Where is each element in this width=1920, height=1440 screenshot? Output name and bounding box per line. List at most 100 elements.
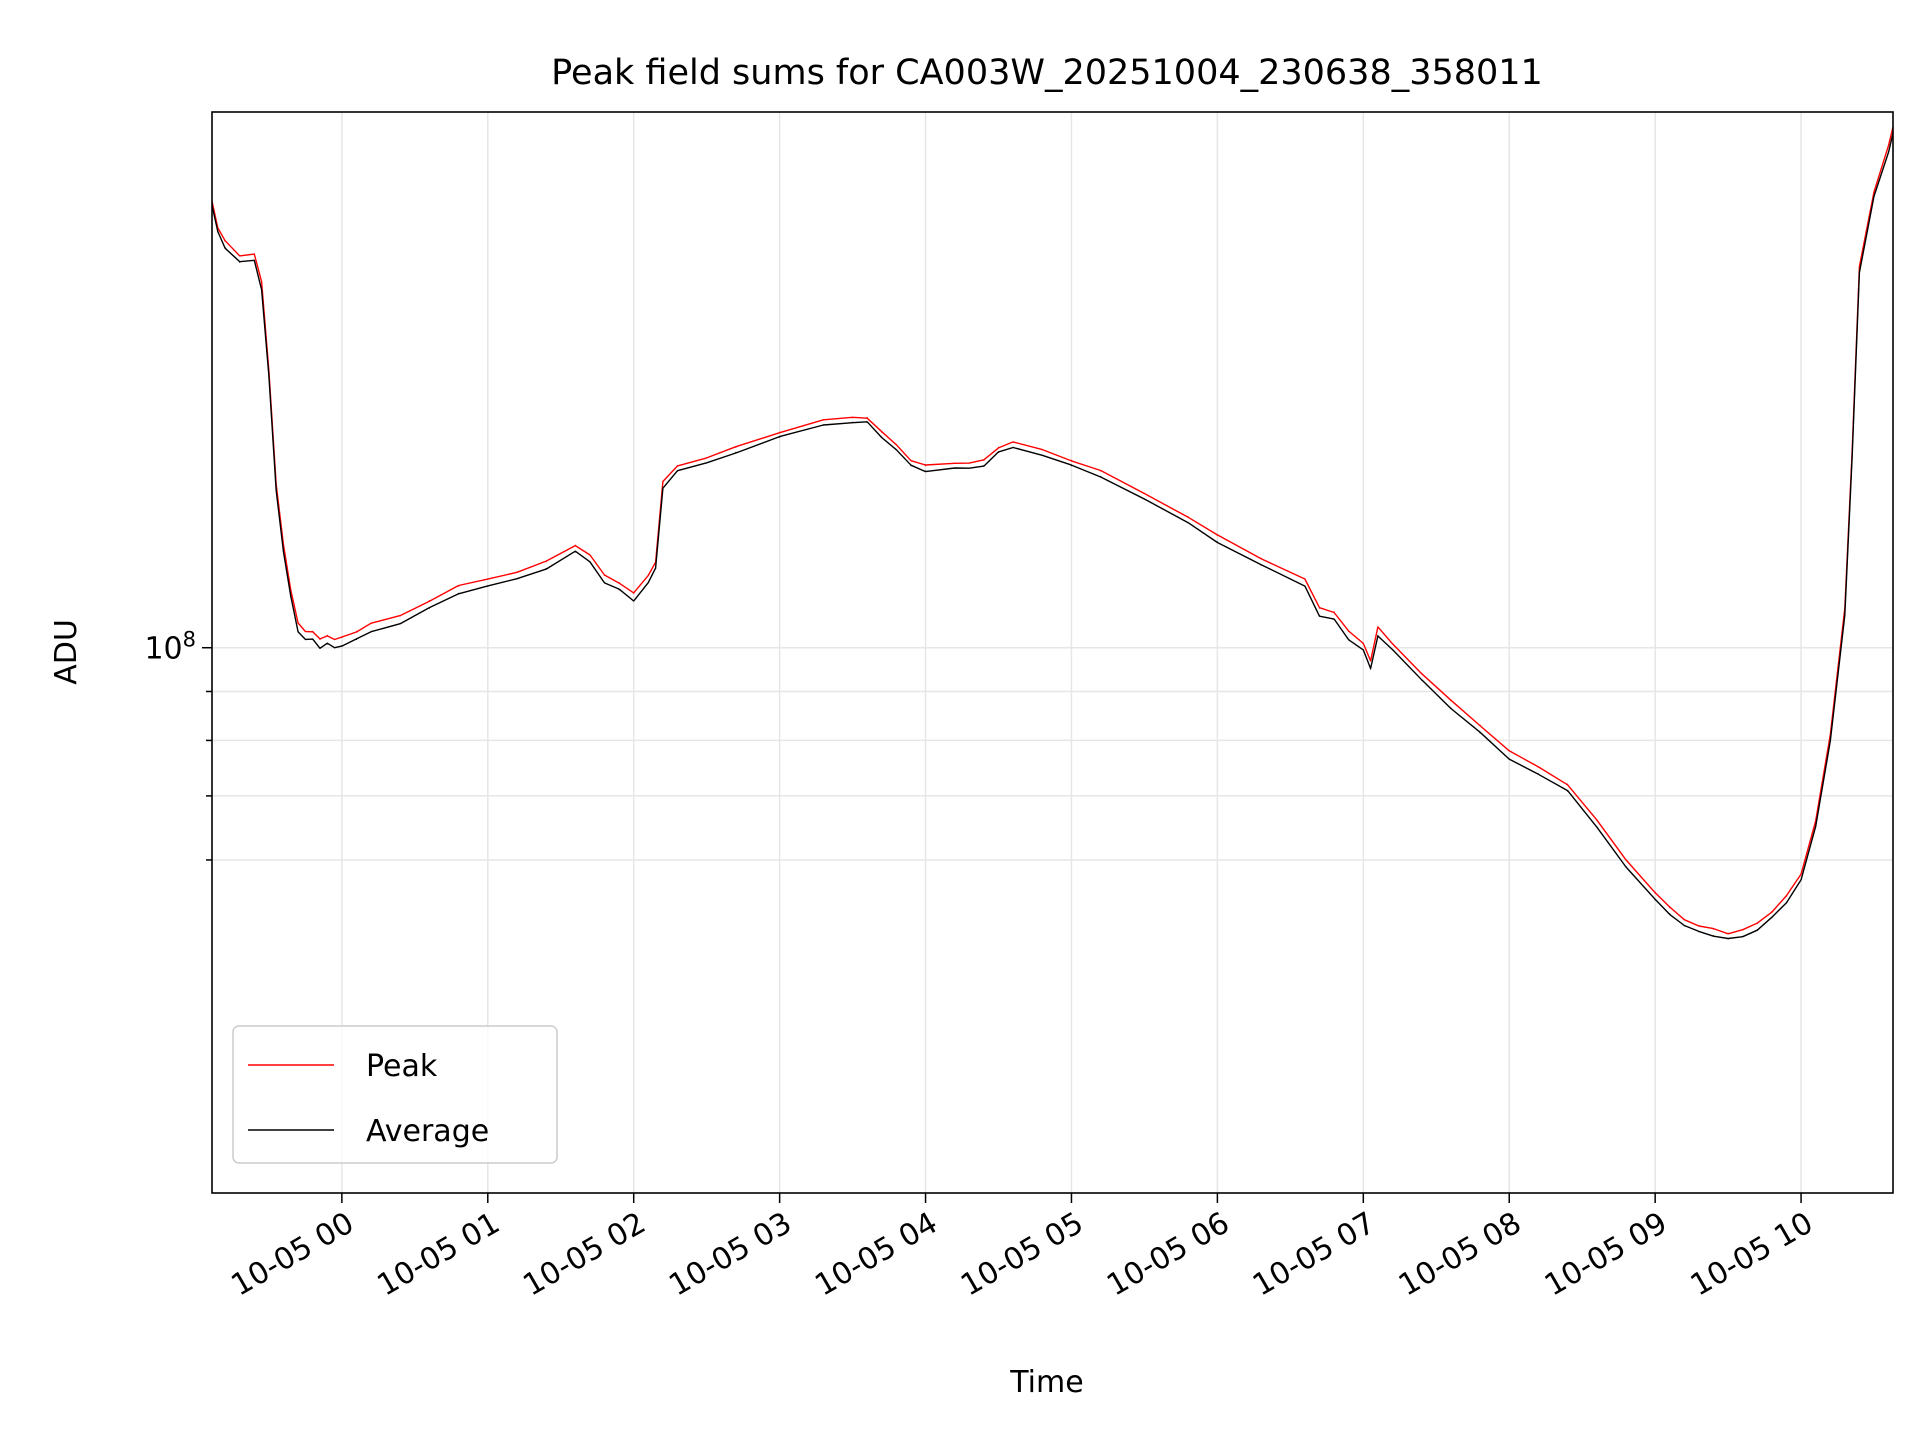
- data-point-peak: [1348, 630, 1350, 633]
- data-point-average: [1698, 931, 1700, 933]
- data-point-average: [1669, 913, 1671, 915]
- data-point-average: [1348, 638, 1350, 641]
- data-point-average: [574, 551, 576, 553]
- data-point-peak: [1143, 492, 1145, 494]
- data-point-peak: [1596, 819, 1598, 821]
- data-point-peak: [1318, 607, 1321, 609]
- data-point-peak: [1100, 470, 1102, 472]
- data-point-average: [1756, 929, 1758, 931]
- data-point-peak: [1304, 578, 1306, 580]
- data-point-average: [1873, 196, 1875, 198]
- data-point-average: [1333, 619, 1335, 621]
- data-point-average: [275, 489, 277, 492]
- data-point-average: [253, 259, 255, 261]
- data-point-average: [1712, 935, 1715, 937]
- data-point-average: [319, 647, 321, 649]
- data-point-peak: [253, 253, 255, 255]
- y-tick-label: 108: [144, 628, 196, 667]
- data-point-average: [428, 607, 430, 609]
- data-point-peak: [647, 574, 649, 577]
- data-point-average: [1362, 649, 1364, 651]
- data-point-average: [968, 467, 970, 469]
- data-point-peak: [822, 419, 825, 421]
- data-point-peak: [924, 465, 927, 467]
- data-point-peak: [370, 622, 372, 625]
- data-point-average: [895, 449, 898, 451]
- data-point-peak: [1479, 724, 1481, 726]
- data-point-peak: [1888, 144, 1890, 146]
- data-point-average: [334, 647, 336, 649]
- data-point-average: [1450, 707, 1452, 709]
- data-point-peak: [1012, 441, 1014, 443]
- data-point-average: [1771, 917, 1773, 919]
- data-point-average: [1479, 732, 1481, 734]
- data-point-peak: [1508, 750, 1510, 752]
- data-point-average: [1829, 739, 1831, 742]
- data-point-peak: [1712, 928, 1715, 930]
- data-point-average: [312, 638, 314, 641]
- data-point-average: [355, 638, 358, 641]
- data-point-average: [1567, 790, 1569, 792]
- data-point-peak: [662, 481, 664, 483]
- data-point-average: [1654, 899, 1656, 901]
- data-point-average: [881, 436, 883, 438]
- data-point-peak: [589, 554, 591, 556]
- data-point-average: [1888, 151, 1890, 153]
- legend-label-average: Average: [366, 1114, 489, 1149]
- data-point-average: [618, 589, 620, 591]
- data-point-average: [1377, 634, 1379, 637]
- data-point-average: [954, 467, 956, 469]
- data-point-peak: [297, 622, 299, 625]
- data-point-average: [924, 470, 927, 472]
- data-point-peak: [1391, 643, 1394, 645]
- data-point-average: [983, 465, 985, 467]
- data-point-peak: [1785, 895, 1788, 897]
- data-point-average: [217, 231, 219, 233]
- data-point-peak: [633, 592, 635, 594]
- data-point-peak: [676, 465, 679, 467]
- data-point-average: [1683, 925, 1685, 927]
- data-point-average: [1785, 901, 1788, 903]
- data-point-average: [1421, 679, 1423, 681]
- data-point-average: [1508, 758, 1510, 760]
- data-point-peak: [516, 571, 518, 573]
- data-point-peak: [1669, 907, 1671, 909]
- data-point-peak: [1450, 700, 1452, 702]
- data-point-average: [1625, 866, 1627, 868]
- data-point-peak: [261, 281, 263, 283]
- data-point-peak: [428, 600, 430, 602]
- data-point-average: [1304, 585, 1306, 587]
- data-point-average: [239, 261, 241, 263]
- data-point-average: [910, 465, 912, 467]
- data-point-peak: [224, 240, 226, 242]
- data-point-peak: [968, 462, 970, 464]
- data-point-peak: [1683, 918, 1685, 921]
- data-point-average: [516, 578, 518, 580]
- data-point-average: [458, 592, 460, 594]
- data-point-peak: [1537, 766, 1539, 768]
- data-point-peak: [290, 589, 292, 591]
- data-point-peak: [1362, 643, 1364, 645]
- data-point-average: [326, 643, 328, 645]
- data-point-peak: [355, 630, 358, 633]
- data-point-peak: [1187, 516, 1189, 518]
- data-point-peak: [304, 630, 306, 633]
- data-point-average: [261, 288, 263, 290]
- data-point-average: [655, 567, 657, 570]
- data-point-peak: [1742, 929, 1744, 931]
- legend-box: [232, 1025, 558, 1164]
- data-point-peak: [603, 574, 606, 577]
- data-point-average: [1070, 465, 1073, 467]
- data-point-peak: [1216, 534, 1218, 537]
- data-point-average: [290, 596, 292, 598]
- data-point-average: [297, 630, 299, 633]
- chart-title: Peak field sums for CA003W_20251004_2306…: [551, 53, 1543, 93]
- data-point-peak: [341, 636, 343, 639]
- data-point-peak: [954, 462, 956, 464]
- legend: Peak Average: [232, 1025, 558, 1164]
- data-point-peak: [1377, 626, 1379, 629]
- data-point-average: [282, 551, 285, 553]
- data-point-peak: [1800, 873, 1802, 875]
- data-point-peak: [334, 638, 336, 641]
